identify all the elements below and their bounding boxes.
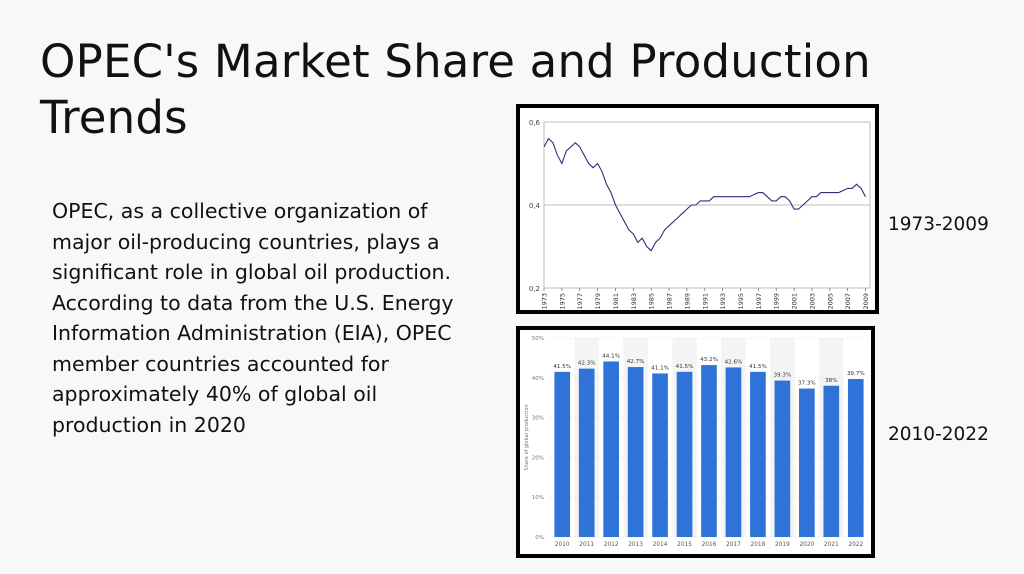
x-tick-label: 2003: [808, 293, 816, 310]
x-tick-label: 2019: [775, 542, 790, 548]
y-tick-label: 50%: [532, 336, 544, 342]
bar-chart-period-label: 2010-2022: [888, 424, 989, 445]
x-tick-label: 1991: [701, 293, 709, 310]
y-tick-label: 0%: [535, 535, 544, 541]
bar: [603, 361, 619, 537]
y-tick-label: 0,2: [529, 285, 540, 293]
line-chart-period-label: 1973-2009: [888, 214, 989, 235]
y-tick-label: 0,4: [529, 202, 541, 210]
bar: [774, 380, 791, 537]
market-share-line-chart: 0,2 0,4 0,6 1973 1975 1977 1979 1981 1983 1985 198…: [529, 119, 871, 310]
y-tick-label: 30%: [532, 416, 544, 422]
bar-data-label: 42.6%: [725, 359, 743, 365]
bar: [578, 368, 595, 537]
bar: [847, 378, 864, 537]
x-tick-label: 2017: [726, 542, 741, 548]
x-tick-label: 2001: [791, 293, 799, 310]
x-tick-label: 1985: [648, 293, 656, 310]
y-tick-label: 40%: [532, 376, 544, 382]
bar: [652, 373, 668, 537]
bar-data-label: 41.5%: [553, 364, 571, 370]
bar: [799, 388, 815, 537]
bar: [676, 371, 693, 537]
bar-data-label: 43.2%: [700, 357, 718, 363]
bar: [701, 365, 717, 537]
bar-data-label: 38%: [825, 378, 837, 384]
x-tick-label: 2009: [862, 293, 870, 310]
x-tick-label: 2016: [702, 542, 717, 548]
series-line: [543, 137, 866, 252]
x-tick-label: 1989: [683, 293, 691, 310]
x-tick-label: 2021: [824, 542, 839, 548]
x-tick-label: 2018: [751, 542, 766, 548]
bar: [725, 367, 742, 537]
x-tick-label: 1977: [576, 293, 584, 310]
x-tick-label: 2005: [826, 293, 834, 310]
bar-data-label: 37.3%: [798, 381, 816, 387]
bar: [750, 371, 766, 537]
x-tick-label: 1981: [612, 293, 620, 310]
bar: [823, 385, 840, 537]
slide-title: OPEC's Market Share and Production Trend…: [40, 35, 871, 144]
x-tick-label: 1993: [719, 293, 727, 310]
bar-data-label: 39.3%: [773, 373, 791, 379]
bar-data-label: 41.5%: [676, 364, 694, 370]
y-tick-label: 20%: [532, 455, 544, 461]
x-tick-label: 2010: [555, 542, 570, 548]
bar-data-label: 41.5%: [749, 364, 767, 370]
x-tick-label: 1987: [666, 293, 674, 310]
x-tick-label: 1983: [630, 293, 638, 310]
line-chart-frame: 0,2 0,4 0,6 1973 1975 1977 1979 1981 1983 1985 198…: [516, 104, 879, 314]
bar: [627, 367, 644, 537]
y-tick-label: 0,6: [529, 119, 541, 127]
x-tick-label: 1997: [755, 293, 763, 310]
bar-data-label: 41.1%: [651, 365, 669, 371]
x-tick-label: 2007: [844, 293, 852, 310]
x-tick-label: 1975: [558, 293, 566, 310]
x-tick-label: 2013: [628, 542, 643, 548]
x-tick-label: 2022: [848, 542, 863, 548]
y-axis-title: Share of global production: [524, 404, 530, 470]
x-tick-label: 2012: [604, 542, 619, 548]
x-tick-label: 2014: [653, 542, 668, 548]
y-tick-label: 10%: [532, 495, 544, 501]
bar-data-label: 42.3%: [578, 361, 596, 367]
bar-data-label: 39.7%: [847, 371, 865, 377]
x-tick-label: 2020: [799, 542, 814, 548]
x-tick-label: 2011: [579, 542, 594, 548]
bar-data-label: 42.7%: [627, 359, 645, 365]
x-tick-label: 1979: [594, 293, 602, 310]
x-tick-label: 1973: [541, 293, 549, 310]
production-share-bar-chart: 0% 10% 20% 30% 40% 50% Share of global product…: [524, 336, 868, 548]
bar-chart-frame: 0% 10% 20% 30% 40% 50% Share of global product…: [516, 326, 875, 558]
x-tick-label: 1995: [737, 293, 745, 310]
slide-body-text: OPEC, as a collective organization of ma…: [52, 199, 454, 437]
bar: [554, 371, 571, 537]
x-tick-label: 1999: [773, 293, 781, 310]
bar-data-label: 44.1%: [602, 353, 620, 359]
x-tick-label: 2015: [677, 542, 692, 548]
